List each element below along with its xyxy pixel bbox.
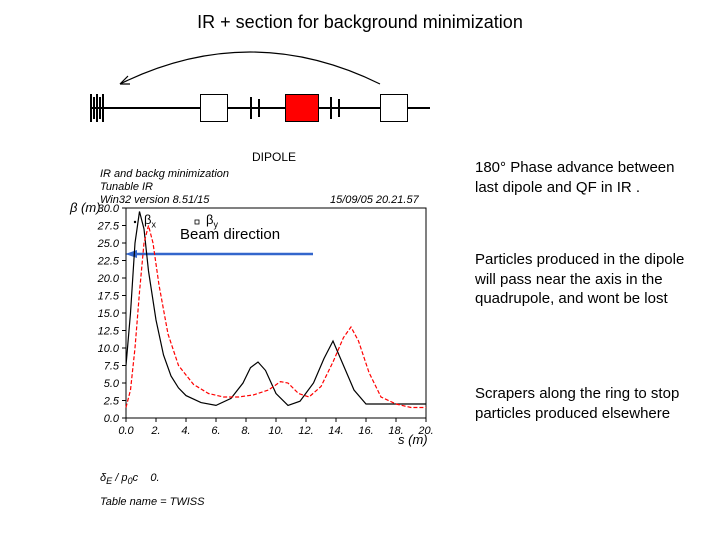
svg-text:30.0: 30.0 (98, 203, 120, 215)
lattice-element (96, 94, 98, 122)
svg-text:22.5: 22.5 (97, 256, 120, 268)
lattice-element (380, 94, 408, 122)
lattice-element (102, 94, 104, 122)
beta-chart: 0.0 2.5 5.0 7.5 10.0 12.5 15.0 17.5 20.0 22.5 25.0… (68, 170, 448, 460)
caption-table: Table name = TWISS (100, 496, 204, 508)
svg-text:16.: 16. (358, 425, 373, 437)
svg-text:2.5: 2.5 (103, 396, 120, 408)
side-text-scrapers: Scrapers along the ring to stop particle… (475, 384, 695, 423)
lattice-element (250, 97, 252, 119)
lattice-diagram (90, 88, 430, 128)
svg-text:0.0: 0.0 (118, 425, 134, 437)
svg-text:15.0: 15.0 (98, 308, 120, 320)
arc-arrow (110, 40, 390, 86)
dipole-label: DIPOLE (252, 150, 296, 164)
svg-text:5.0: 5.0 (104, 378, 120, 390)
lattice-element (99, 97, 101, 119)
svg-text:20.0: 20.0 (97, 273, 120, 285)
lattice-element (330, 97, 332, 119)
x-axis-label: s (m) (398, 432, 428, 447)
svg-text:8.: 8. (241, 425, 250, 437)
svg-text:6.: 6. (211, 425, 220, 437)
caption-delta: δE / p0c 0. (100, 472, 160, 486)
lattice-element (90, 94, 92, 122)
svg-text:4.: 4. (181, 425, 190, 437)
slide-title: IR + section for background minimization (0, 12, 720, 33)
lattice-element (258, 99, 260, 117)
side-text-phase: 180° Phase advance between last dipole a… (475, 158, 695, 197)
lattice-element (338, 99, 340, 117)
svg-text:10.0: 10.0 (98, 343, 120, 355)
svg-text:0.0: 0.0 (104, 413, 120, 425)
svg-text:2.: 2. (150, 425, 160, 437)
lattice-element (200, 94, 228, 122)
svg-text:12.: 12. (298, 425, 313, 437)
lattice-element (285, 94, 319, 122)
lattice-element (93, 97, 95, 119)
svg-text:14.: 14. (328, 425, 343, 437)
svg-text:17.5: 17.5 (98, 291, 120, 303)
svg-text:7.5: 7.5 (104, 361, 120, 373)
side-text-particles: Particles produced in the dipole will pa… (475, 250, 695, 309)
svg-text:27.5: 27.5 (97, 221, 120, 233)
lattice-axis (90, 107, 430, 109)
svg-text:10.: 10. (268, 425, 283, 437)
svg-text:25.0: 25.0 (97, 238, 120, 250)
svg-text:12.5: 12.5 (98, 326, 120, 338)
